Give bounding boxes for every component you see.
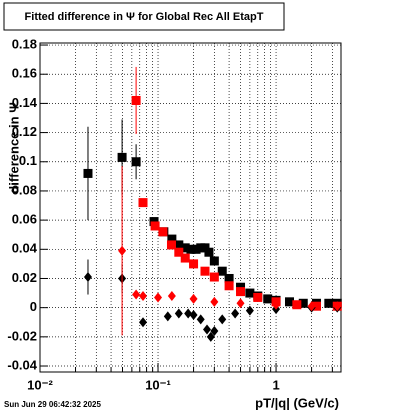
y-tick-label: 0.08 — [12, 182, 37, 197]
square-marker — [150, 221, 160, 231]
diamond-marker — [167, 290, 176, 301]
square-marker — [131, 157, 141, 167]
y-tick-label: -0.02 — [7, 328, 37, 343]
square-marker — [186, 244, 196, 254]
square-marker — [167, 234, 177, 244]
square-marker — [217, 266, 227, 276]
diamond-marker — [189, 293, 198, 304]
y-tick-label: 0.02 — [12, 270, 37, 285]
square-marker — [200, 266, 210, 276]
y-tick-label: 0.16 — [12, 66, 37, 81]
diamond-marker — [231, 308, 240, 319]
x-tick-label: 10⁻² — [27, 377, 53, 392]
square-marker — [253, 292, 263, 302]
square-marker — [204, 247, 214, 257]
square-marker — [292, 300, 302, 310]
y-tick-label: 0.12 — [12, 124, 37, 139]
diamond-marker — [206, 331, 215, 342]
diamond-marker — [245, 305, 254, 316]
diamond-marker — [272, 299, 281, 310]
diamond-marker — [189, 309, 198, 320]
square-marker — [224, 273, 234, 283]
diamond-marker — [210, 296, 219, 307]
square-marker — [189, 259, 199, 269]
diamond-marker — [184, 308, 193, 319]
square-marker — [285, 297, 295, 307]
diamond-marker — [203, 324, 212, 335]
y-tick-label: 0.04 — [12, 241, 38, 256]
square-marker — [180, 243, 190, 253]
square-marker — [83, 168, 93, 178]
diamond-marker — [118, 245, 127, 256]
square-marker — [166, 240, 176, 250]
diamond-marker — [218, 314, 227, 325]
square-marker — [138, 198, 148, 208]
square-marker — [191, 244, 201, 254]
chart-title: Fitted difference in Ψ for Global Rec Al… — [25, 11, 264, 23]
diamond-marker — [210, 326, 219, 337]
square-marker — [209, 256, 219, 266]
square-marker — [180, 253, 190, 263]
x-tick-label: 1 — [272, 377, 279, 392]
square-marker — [298, 298, 308, 308]
plot-frame — [39, 42, 342, 373]
diamond-marker — [139, 290, 148, 301]
diamond-marker — [307, 301, 316, 312]
square-marker — [263, 294, 273, 304]
square-marker — [158, 227, 168, 237]
y-axis-label: difference in Ψ — [6, 102, 21, 193]
title-box — [3, 2, 285, 31]
square-marker — [174, 247, 184, 257]
square-marker — [224, 281, 234, 291]
footer-date: Sun Jun 29 06:42:32 2025 — [4, 400, 101, 409]
diamond-marker — [83, 272, 92, 283]
diamond-marker — [132, 289, 141, 300]
x-tick-label: 10⁻¹ — [145, 377, 171, 392]
x-axis-label: pT/|q| (GeV/c) — [255, 395, 339, 410]
y-tick-label: 0.06 — [12, 212, 37, 227]
y-tick-label: 0.1 — [19, 153, 37, 168]
diamond-marker — [196, 314, 205, 325]
diamond-marker — [333, 301, 342, 312]
diamond-marker — [236, 298, 245, 309]
square-marker — [174, 240, 184, 250]
diamond-marker — [139, 317, 148, 328]
diamond-marker — [154, 292, 163, 303]
diamond-marker — [174, 308, 183, 319]
y-tick-label: 0.18 — [12, 36, 37, 51]
square-marker — [131, 95, 141, 105]
square-marker — [324, 298, 334, 308]
square-marker — [236, 287, 246, 297]
y-tick-label: -0.04 — [7, 357, 37, 372]
square-marker — [209, 272, 219, 282]
square-marker — [117, 152, 127, 162]
diamond-marker — [163, 311, 172, 322]
y-tick-label: 0.14 — [12, 95, 38, 110]
square-marker — [245, 288, 255, 298]
y-tick-label: 0 — [30, 299, 37, 314]
square-marker — [311, 301, 321, 311]
